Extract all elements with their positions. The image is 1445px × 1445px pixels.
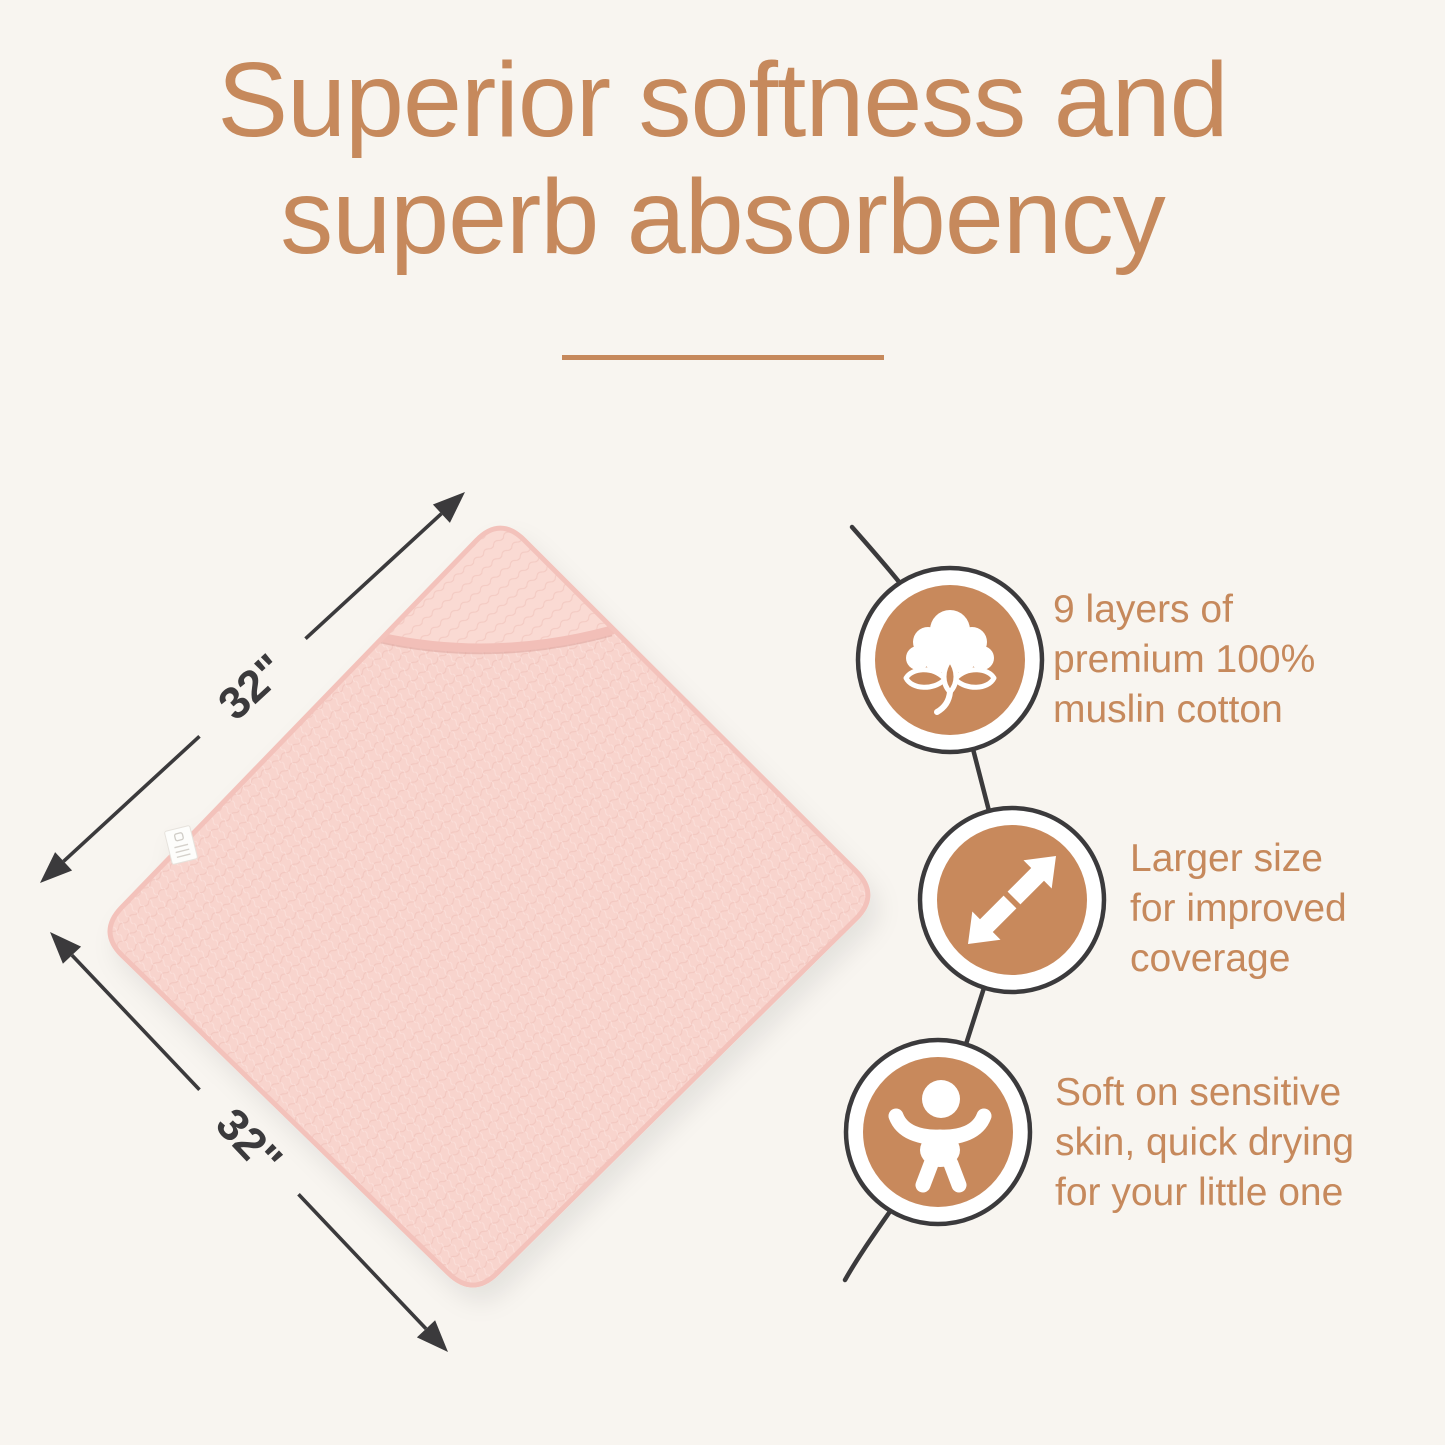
feature-line: Soft on sensitive [1055, 1071, 1342, 1114]
feature-circle-cotton [855, 565, 1045, 755]
expand-arrows-icon [968, 856, 1056, 944]
dimension-arrow-bottom-edge [50, 932, 448, 1352]
care-tag [164, 825, 198, 865]
feature-text-baby: Soft on sensitive skin, quick drying for… [1055, 1068, 1354, 1218]
feature-line: premium 100% [1053, 638, 1316, 681]
cotton-icon [903, 610, 997, 715]
feature-line: for your little one [1055, 1171, 1344, 1214]
page-title-line1: Superior softness and [217, 41, 1228, 159]
baby-icon [888, 1080, 992, 1193]
feature-text-cotton: 9 layers of premium 100% muslin cotton [1053, 585, 1315, 735]
feature-line: for improved [1130, 887, 1347, 930]
hood-seam-shadow [379, 633, 613, 655]
title-divider [561, 355, 884, 360]
feature-line: muslin cotton [1053, 688, 1283, 731]
hood-piping [375, 625, 617, 653]
connector-line [842, 524, 1015, 1283]
towel-edge-trim [107, 525, 871, 1288]
feature-circle-baby [843, 1037, 1033, 1227]
feature-line: Larger size [1130, 837, 1323, 880]
feature-line: 9 layers of [1053, 588, 1233, 631]
feature-line: skin, quick drying [1055, 1121, 1355, 1164]
page-title: Superior softness and superb absorbency [0, 42, 1445, 275]
feature-line: coverage [1130, 937, 1291, 980]
feature-text-size: Larger size for improved coverage [1130, 834, 1347, 984]
feature-circle-size [917, 805, 1107, 995]
page-title-line2: superb absorbency [280, 157, 1166, 276]
dimension-arrow-top-edge [40, 492, 465, 883]
towel-photo [107, 525, 871, 1288]
